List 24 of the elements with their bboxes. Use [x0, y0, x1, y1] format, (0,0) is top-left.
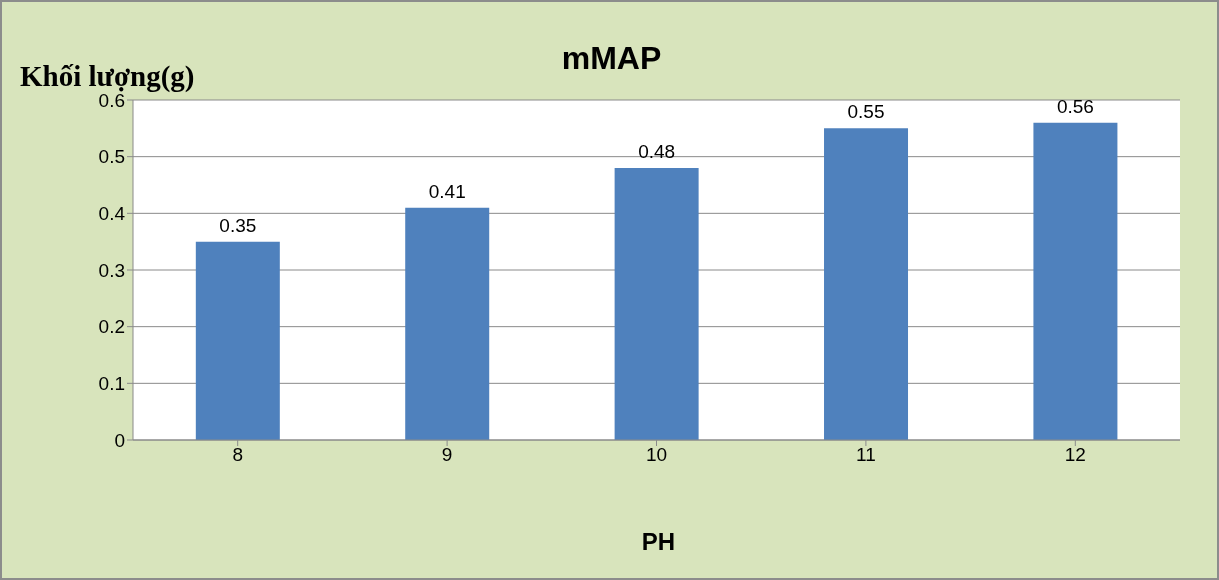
x-axis-title: PH — [640, 528, 677, 556]
data-label: 0.35 — [219, 214, 257, 236]
bar — [405, 207, 490, 440]
y-tick-label: 0.5 — [98, 146, 125, 168]
y-tick-label: 0.1 — [98, 373, 125, 395]
bar — [824, 128, 909, 440]
x-tick-label: 11 — [856, 444, 876, 466]
data-label: 0.56 — [1056, 95, 1094, 117]
x-tick-label: 10 — [645, 444, 668, 466]
bar — [614, 168, 699, 440]
bar — [195, 241, 280, 440]
data-label: 0.48 — [638, 141, 676, 162]
y-tick-label: 0.4 — [98, 203, 126, 225]
y-tick-label: 0.3 — [98, 259, 125, 281]
x-tick-label: 8 — [232, 444, 243, 466]
y-tick-label: 0 — [114, 429, 125, 451]
y-tick-label: 0.2 — [98, 316, 125, 338]
x-tick-label: 9 — [441, 444, 453, 466]
chart-title: mMAP — [561, 40, 662, 76]
bar — [1033, 122, 1118, 440]
y-axis-title: Khối lượng(g) — [20, 60, 195, 93]
data-label: 0.55 — [847, 101, 885, 123]
x-tick-label: 12 — [1064, 444, 1086, 466]
data-label: 0.41 — [428, 180, 466, 202]
